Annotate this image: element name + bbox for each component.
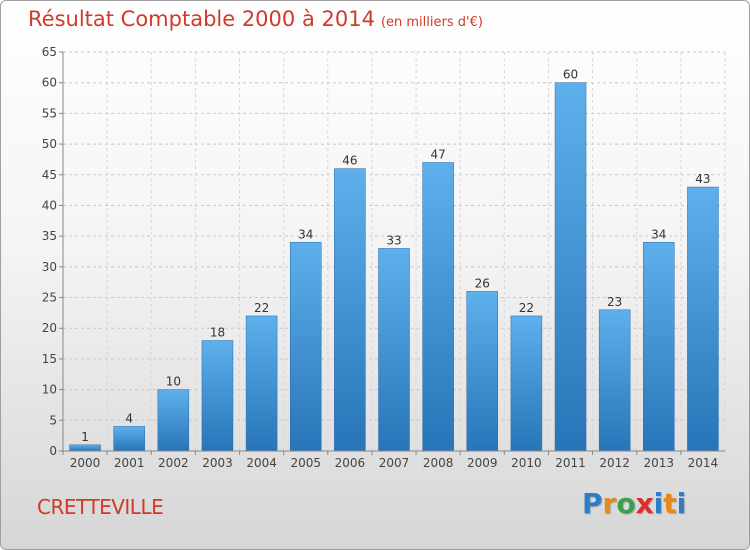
- bar-2002: [157, 389, 190, 452]
- x-tick-label-2007: 2007: [379, 456, 410, 470]
- bar-2011: [554, 82, 587, 452]
- data-label-2001: 4: [125, 411, 133, 425]
- x-tick-label-2000: 2000: [70, 456, 101, 470]
- data-label-2012: 23: [607, 295, 622, 309]
- x-tick-label-2011: 2011: [555, 456, 586, 470]
- x-axis: 2000 2001 2002 2003 2004 2005 2006 2007 2008 2009…: [62, 450, 725, 470]
- bar-2005: [289, 242, 322, 452]
- x-tick-label-2008: 2008: [423, 456, 454, 470]
- y-axis: 0 5 10 15 20 25 30 35 40 45 50 55 60 65: [42, 45, 64, 458]
- x-tick-label-2014: 2014: [688, 456, 719, 470]
- x-tick-label-2002: 2002: [158, 456, 189, 470]
- y-tick-label: 50: [42, 137, 57, 151]
- data-label-2005: 34: [298, 227, 313, 241]
- bar-2000: [69, 444, 101, 452]
- y-tick-label: 40: [42, 198, 57, 212]
- bar-2004: [245, 315, 278, 452]
- y-tick-label: 10: [42, 383, 57, 397]
- data-label-2004: 22: [254, 301, 269, 315]
- x-tick-label-2006: 2006: [335, 456, 366, 470]
- logo-letter: t: [663, 487, 677, 520]
- y-tick-label: 0: [49, 444, 57, 458]
- logo-letter: P: [582, 487, 603, 520]
- logo-letter: x: [635, 487, 654, 520]
- bar-2008: [422, 162, 454, 452]
- y-tick-label: 55: [42, 106, 57, 120]
- y-tick-label: 15: [42, 352, 57, 366]
- y-tick-label: 5: [49, 413, 57, 427]
- y-tick-label: 35: [42, 229, 57, 243]
- y-tick-label: 20: [42, 321, 57, 335]
- logo-letter: o: [616, 487, 636, 520]
- data-label-2010: 22: [519, 301, 534, 315]
- x-tick-label-2009: 2009: [467, 456, 498, 470]
- data-label-2007: 33: [386, 233, 401, 247]
- logo-letter: i: [676, 487, 687, 520]
- chart-title-text: Résultat Comptable 2000 à 2014: [28, 7, 375, 31]
- data-label-2002: 10: [166, 375, 181, 389]
- x-tick-label-2013: 2013: [644, 456, 675, 470]
- data-label-2000: 1: [81, 430, 89, 444]
- chart-subtitle: (en milliers d'€): [380, 15, 483, 30]
- bar-2013: [643, 242, 675, 452]
- x-tick-label-2005: 2005: [290, 456, 321, 470]
- bar-2006: [334, 168, 366, 452]
- x-tick-label-2010: 2010: [511, 456, 542, 470]
- data-label-2003: 18: [210, 326, 225, 340]
- x-tick-label-2004: 2004: [246, 456, 277, 470]
- data-label-2006: 46: [342, 154, 357, 168]
- city-name: CRETTEVILLE: [37, 495, 164, 519]
- data-label-2011: 60: [563, 68, 578, 82]
- x-tick-label-2003: 2003: [202, 456, 233, 470]
- data-label-2008: 47: [430, 147, 445, 161]
- bar-2009: [466, 291, 499, 452]
- x-tick-label-2001: 2001: [114, 456, 145, 470]
- data-label-2009: 26: [475, 276, 490, 290]
- y-tick-label: 30: [42, 260, 57, 274]
- x-tick-label-2012: 2012: [599, 456, 630, 470]
- logo-letter: r: [602, 487, 617, 520]
- data-label-2013: 34: [651, 227, 666, 241]
- bar-2007: [378, 248, 410, 452]
- y-tick-label: 45: [42, 168, 57, 182]
- proxiti-logo: Proxiti: [582, 487, 686, 520]
- bar-2012: [598, 309, 631, 452]
- y-tick-label: 60: [42, 76, 57, 90]
- bar-2014: [687, 186, 719, 452]
- bar-2003: [201, 340, 234, 452]
- bar-2001: [113, 426, 145, 452]
- bars: 1 4 10 18 22 34 46 33 47 26 22 60 23 34 43: [69, 68, 719, 452]
- logo-letter: i: [653, 487, 664, 520]
- bar-2010: [510, 315, 543, 452]
- chart-title: Résultat Comptable 2000 à 2014 (en millie…: [28, 7, 483, 31]
- y-tick-label: 65: [42, 45, 57, 59]
- y-tick-label: 25: [42, 291, 57, 305]
- data-label-2014: 43: [695, 172, 710, 186]
